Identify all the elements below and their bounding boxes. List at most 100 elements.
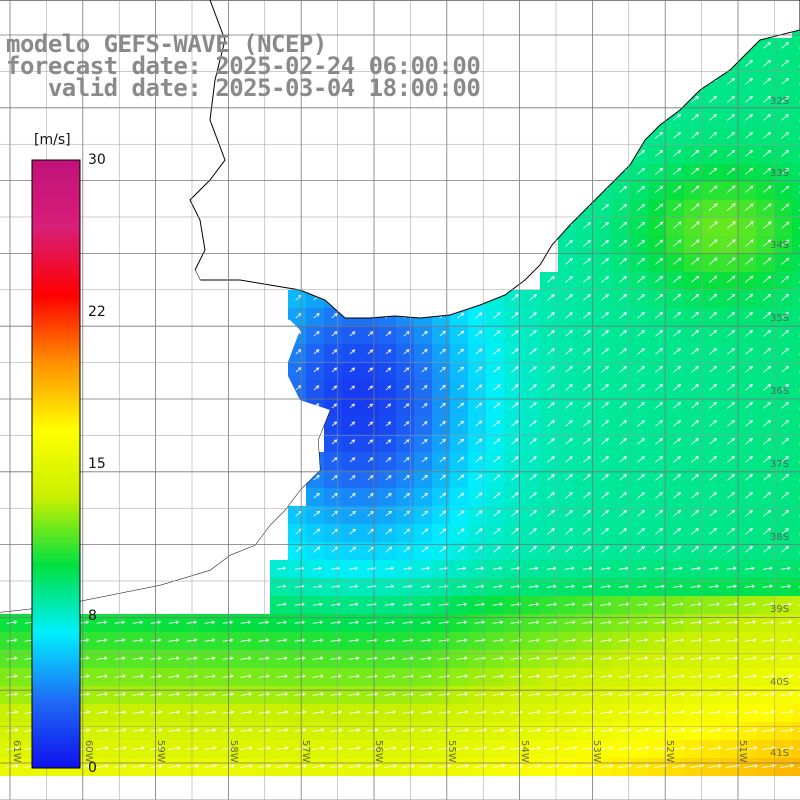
wind-arrow-head	[749, 275, 754, 280]
wind-arrow-head	[478, 456, 483, 460]
wind-arrow-head	[569, 330, 573, 334]
wind-arrow-head	[713, 257, 718, 261]
wind-arrow	[475, 384, 482, 391]
wind-arrow	[312, 585, 322, 588]
wind-arrow-head	[714, 221, 718, 225]
wind-arrow-head	[316, 313, 320, 317]
colorbar-tick-30: 30	[88, 152, 106, 168]
wind-arrow	[744, 603, 756, 606]
wind-arrow-head	[771, 656, 775, 660]
wind-arrow	[637, 402, 645, 409]
wind-arrow-head	[767, 167, 772, 172]
wind-arrow	[114, 729, 126, 732]
wind-arrow	[582, 639, 594, 642]
wind-arrow-head	[732, 221, 736, 225]
wind-arrow-head	[644, 620, 648, 625]
wind-arrow-head	[266, 710, 271, 714]
field-cell	[792, 182, 800, 200]
wind-arrow	[132, 711, 144, 714]
wind-arrow-head	[713, 527, 717, 532]
wind-arrow	[511, 348, 519, 355]
wind-arrow	[385, 439, 391, 445]
wind-arrow-head	[355, 656, 360, 661]
wind-arrow-head	[300, 584, 305, 589]
wind-arrow	[708, 221, 718, 229]
wind-arrow-head	[735, 728, 740, 732]
wind-arrow	[276, 765, 289, 768]
wind-arrow-head	[429, 764, 434, 768]
wind-arrow	[599, 765, 613, 768]
wind-arrow	[276, 621, 287, 624]
wind-arrow	[781, 474, 789, 481]
wind-arrow-head	[608, 656, 613, 660]
wind-arrow	[600, 747, 613, 750]
wind-arrow-head	[176, 656, 180, 661]
wind-arrow-head	[122, 674, 126, 679]
wind-arrow-head	[336, 584, 341, 589]
field-cell	[792, 110, 800, 128]
wind-arrow-head	[590, 638, 595, 643]
field-cell	[792, 272, 800, 290]
wind-arrow-head	[572, 692, 577, 696]
field-cell	[792, 578, 800, 596]
wind-arrow	[295, 528, 302, 535]
wind-arrow	[618, 639, 630, 642]
wind-arrow-head	[551, 276, 555, 280]
wind-arrow	[547, 366, 555, 373]
wind-arrow	[456, 765, 469, 768]
wind-arrow-head	[785, 545, 790, 550]
wind-arrow-head	[572, 656, 577, 661]
wind-arrow	[420, 765, 433, 768]
wind-arrow-head	[229, 638, 234, 643]
wind-arrow	[673, 546, 681, 553]
wind-arrow	[565, 420, 573, 427]
wind-arrow-head	[572, 620, 576, 625]
wind-arrow	[565, 384, 573, 391]
wind-arrow-head	[713, 95, 717, 100]
wind-arrow	[456, 585, 466, 588]
wind-arrow	[673, 528, 681, 535]
wind-arrow-head	[213, 764, 218, 768]
wind-arrow	[456, 639, 467, 642]
wind-arrow	[474, 675, 486, 678]
wind-arrow-head	[749, 185, 754, 190]
wind-arrow	[168, 621, 179, 624]
wind-arrow-head	[537, 710, 541, 714]
wind-arrow-head	[177, 764, 182, 768]
wind-arrow-head	[659, 456, 663, 460]
wind-arrow-head	[339, 746, 343, 750]
field-cell	[792, 254, 800, 272]
wind-arrow-head	[315, 385, 320, 389]
wind-arrow	[727, 150, 735, 157]
wind-arrow	[313, 349, 320, 355]
wind-arrow	[114, 621, 125, 624]
wind-arrow	[367, 403, 373, 409]
wind-arrow	[366, 675, 378, 678]
wind-arrow-head	[300, 566, 305, 571]
wind-arrow-head	[460, 474, 465, 479]
wind-arrow-head	[750, 239, 754, 243]
wind-arrow-head	[790, 763, 795, 768]
wind-arrow-head	[767, 365, 772, 370]
wind-arrow-head	[569, 456, 573, 460]
wind-arrow	[583, 294, 591, 301]
wind-arrow	[475, 474, 483, 481]
wind-arrow	[781, 96, 789, 103]
wind-arrow	[384, 711, 396, 714]
wind-arrow-head	[587, 456, 591, 460]
wind-arrow-head	[533, 402, 537, 406]
wind-arrow-head	[447, 764, 452, 768]
wind-arrow	[655, 239, 664, 247]
wind-arrow	[204, 765, 217, 768]
wind-arrow-head	[406, 475, 410, 479]
wind-arrow-head	[104, 710, 109, 714]
wind-arrow	[655, 257, 663, 265]
wind-arrow	[96, 621, 107, 624]
wind-arrow	[709, 330, 717, 337]
wind-arrow	[565, 510, 573, 517]
wind-arrow	[709, 510, 717, 517]
wind-arrow	[745, 438, 753, 445]
wind-arrow	[457, 492, 465, 499]
wind-arrow	[708, 693, 721, 696]
wind-arrow-head	[13, 638, 18, 643]
